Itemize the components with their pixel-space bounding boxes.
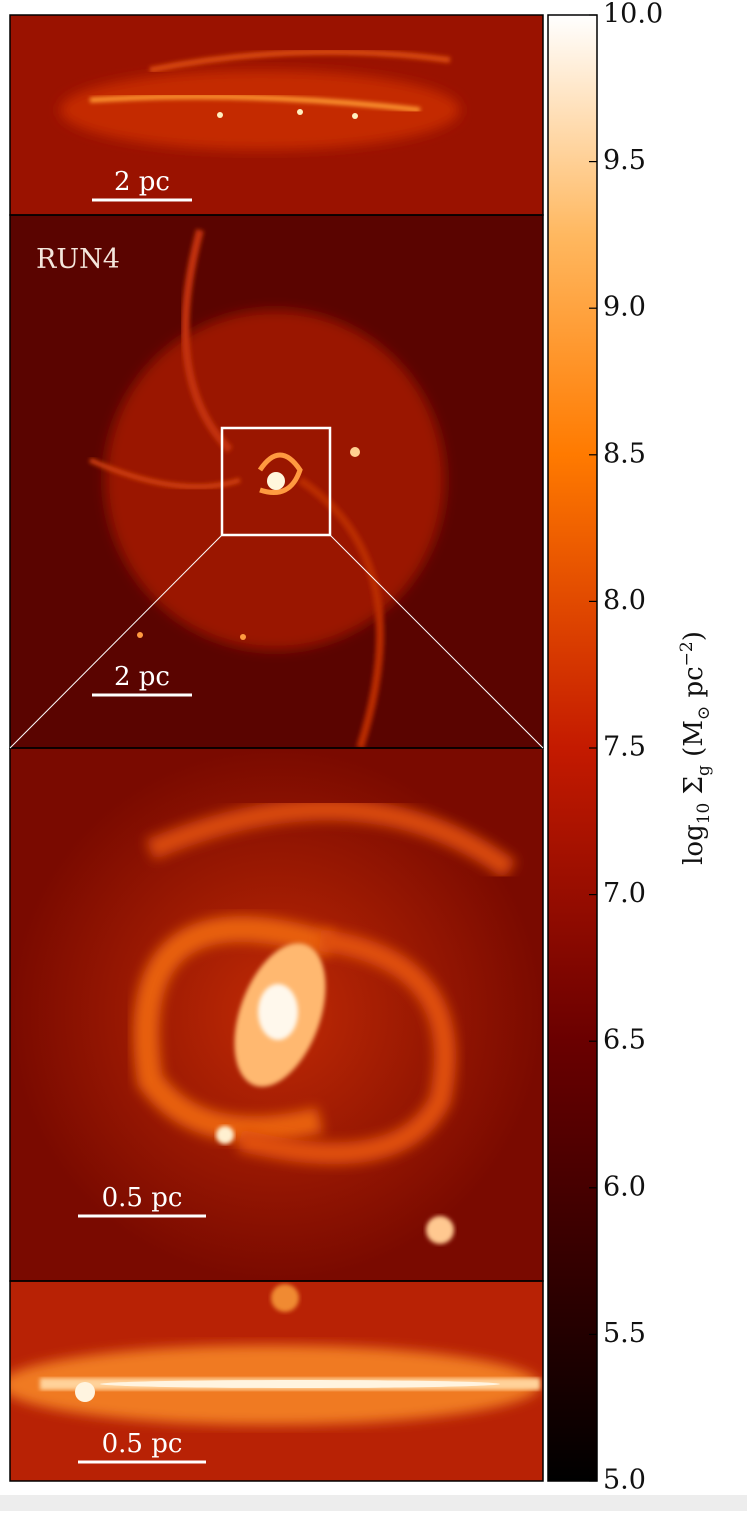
scale-bar-label: 0.5 pc: [102, 1429, 183, 1459]
zoom-box: [220, 426, 332, 537]
label-part: (M: [679, 720, 709, 765]
tick-label: 5.0: [603, 1465, 646, 1496]
zoom-line: [329, 534, 544, 749]
colorbar-ticks: 5.0 5.5 6.0 6.5 7.0 7.5 8.0 8.5 9.0 9.5 10.0: [589, 0, 663, 1496]
run-label: RUN4: [36, 244, 120, 275]
tick-label: 6.5: [603, 1025, 646, 1056]
colorbar-label: log10 Σg (M⊙ pc−2): [677, 631, 714, 865]
scale-bar-label: 2 pc: [114, 662, 170, 692]
tick-label: 8.0: [603, 585, 646, 616]
label-part: pc: [679, 666, 709, 705]
tick-label: 8.5: [603, 438, 646, 469]
tick-label: 10.0: [603, 0, 663, 30]
tick-label: 6.0: [603, 1171, 646, 1202]
zoom-line: [9, 534, 223, 749]
label-part: ⊙: [694, 706, 714, 720]
panel-3: [10, 748, 543, 1281]
panel-1: [10, 15, 543, 215]
tick-label: 7.5: [603, 732, 646, 763]
label-part: log: [679, 824, 709, 865]
scale-bar-label: 0.5 pc: [102, 1183, 183, 1213]
tick-label: 7.0: [603, 878, 646, 909]
panel-borders: [9, 14, 544, 1482]
bottom-strip: [0, 1495, 747, 1511]
tick-label: 5.5: [603, 1318, 646, 1349]
panel-4: [10, 1281, 543, 1481]
label-part: Σ: [679, 776, 709, 803]
label-part: g: [694, 765, 714, 776]
scale-bar-label: 2 pc: [114, 167, 170, 197]
label-part: 10: [694, 803, 714, 825]
tick-label: 9.0: [603, 292, 646, 323]
tick-label: 9.5: [603, 145, 646, 176]
colorbar: [547, 14, 598, 1482]
label-part: −2: [677, 641, 697, 666]
label-part: ): [679, 631, 709, 641]
